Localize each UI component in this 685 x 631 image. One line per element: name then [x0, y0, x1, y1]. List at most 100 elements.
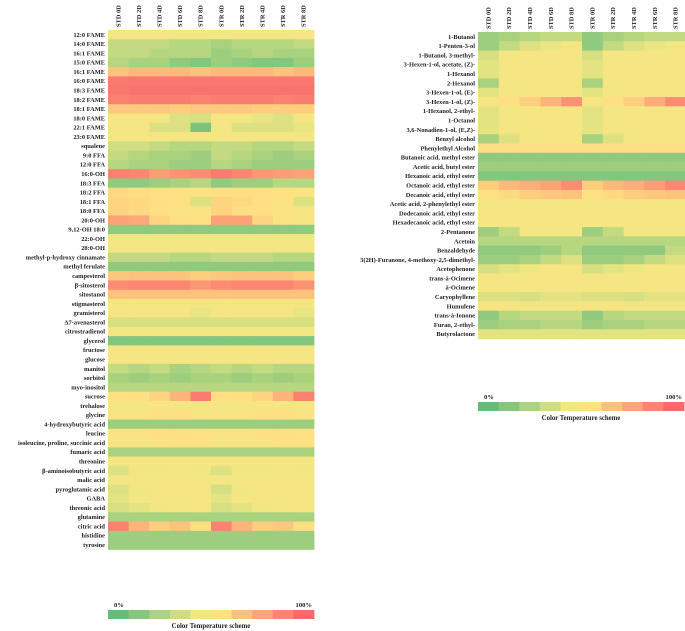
left-heatmap-cell — [211, 308, 232, 318]
left-heatmap-cell — [149, 354, 171, 365]
left-heatmap-cell — [190, 252, 212, 263]
left-heatmap-cell — [272, 298, 294, 309]
left-heatmap-cell — [211, 401, 232, 411]
right-heatmap-cell — [623, 78, 645, 89]
left-heatmap-cell — [231, 438, 253, 448]
right-legend-swatch — [519, 402, 541, 411]
right-heatmap-cell — [478, 106, 500, 117]
left-heatmap-cell — [190, 391, 212, 402]
left-heatmap-cell — [272, 308, 294, 318]
left-heatmap-cell — [190, 475, 212, 485]
left-heatmap-cell — [293, 39, 315, 49]
left-heatmap-cell — [293, 503, 315, 513]
right-heatmap-cell — [561, 282, 583, 293]
left-heatmap-cell — [293, 261, 315, 272]
right-heatmap-cell — [478, 69, 500, 79]
left-heatmap-cell — [169, 280, 191, 291]
left-heatmap-cell — [231, 465, 253, 476]
right-heatmap-cell — [478, 227, 500, 237]
left-row-label-glycerol: glycerol — [83, 338, 105, 345]
left-heatmap-cell — [128, 308, 150, 318]
left-heatmap-cell — [211, 104, 232, 114]
right-heatmap-cell — [498, 41, 520, 51]
left-heatmap-cell — [231, 503, 253, 513]
right-heatmap-cell — [478, 97, 500, 107]
left-heatmap-cell — [108, 447, 129, 458]
left-heatmap-cell — [190, 30, 212, 40]
left-heatmap-cell — [169, 308, 191, 318]
left-heatmap-cell — [190, 271, 212, 281]
left-row-label-20-0-oh: 20:0-OH — [81, 217, 105, 224]
left-heatmap-cell — [211, 187, 232, 198]
right-heatmap-cell — [519, 171, 541, 182]
right-heatmap-cell — [582, 319, 604, 330]
left-heatmap-cell — [128, 215, 150, 226]
left-row-label-isoleucine-proline-succinic-acid: isoleucine, proline, succinic acid — [18, 440, 105, 447]
right-heatmap-cell — [644, 227, 666, 237]
right-column-header-std-2d: STD 2D — [506, 7, 513, 29]
left-heatmap-cell — [252, 261, 274, 272]
left-heatmap-cell — [293, 410, 315, 420]
left-heatmap-cell — [128, 85, 150, 96]
left-heatmap-cell — [231, 113, 253, 124]
left-row-label-pyroglutamic-acid: pyroglutamic acid — [56, 486, 106, 493]
left-heatmap-cell — [190, 512, 212, 522]
left-heatmap-cell — [231, 484, 253, 495]
left-heatmap-cell — [272, 540, 294, 550]
right-heatmap-cell — [540, 32, 562, 42]
right-heatmap-cell — [519, 217, 541, 228]
left-heatmap-cell — [211, 67, 232, 77]
right-heatmap-cell — [540, 254, 562, 265]
right-heatmap-cell — [498, 106, 520, 117]
left-heatmap-cell — [128, 57, 150, 68]
left-heatmap-cell — [169, 85, 191, 96]
left-heatmap-cell — [231, 39, 253, 49]
right-heatmap-cell — [519, 180, 541, 191]
left-heatmap-cell — [211, 215, 232, 226]
left-heatmap-cell — [169, 141, 191, 151]
left-row-label-14-0-fame: 14:0 FAME — [73, 41, 105, 48]
right-heatmap-cell — [623, 106, 645, 117]
left-heatmap-cell — [190, 196, 212, 207]
right-heatmap-cell — [561, 329, 583, 339]
right-heatmap-cell — [478, 217, 500, 228]
left-heatmap-cell — [108, 169, 129, 179]
left-heatmap-cell — [272, 438, 294, 448]
left-heatmap-cell — [272, 150, 294, 161]
left-heatmap-cell — [272, 456, 294, 467]
left-heatmap-cell — [149, 530, 171, 541]
left-heatmap: STD 0D STD 2D STD 4D STD 6D STD 8D STR 0D STR … — [18, 5, 315, 550]
left-heatmap-cell — [231, 530, 253, 541]
left-heatmap-cell — [252, 30, 274, 40]
right-heatmap-cell — [498, 236, 520, 247]
left-heatmap-cell — [128, 326, 150, 337]
left-heatmap-cell — [169, 122, 191, 133]
left-heatmap-cell — [149, 475, 171, 485]
right-heatmap-cell — [582, 59, 604, 70]
right-heatmap-cell — [498, 78, 520, 89]
left-heatmap-cell — [272, 187, 294, 198]
left-heatmap-cell — [293, 401, 315, 411]
right-heatmap-cell — [540, 162, 562, 172]
left-heatmap-cell — [252, 141, 274, 151]
left-heatmap-cell — [231, 150, 253, 161]
left-legend-swatch — [169, 610, 191, 619]
left-heatmap-cell — [272, 521, 294, 532]
left-legend-max-label: 100% — [296, 602, 312, 609]
right-heatmap-cell — [665, 59, 685, 70]
right-heatmap-cell — [623, 189, 645, 200]
right-heatmap-cell — [478, 87, 500, 98]
left-heatmap-cell — [272, 30, 294, 40]
left-heatmap-cell — [252, 39, 274, 49]
left-heatmap-cell — [293, 345, 315, 356]
left-row-label-4-hydroxybutyric-acid: 4-hydroxybutyric acid — [44, 421, 105, 428]
left-heatmap-cell — [272, 76, 294, 87]
right-heatmap-cell — [644, 134, 666, 144]
left-heatmap-cell — [211, 159, 232, 170]
right-heatmap-cell — [644, 310, 666, 321]
right-heatmap-cell — [644, 41, 666, 51]
left-heatmap-cell — [169, 271, 191, 281]
left-heatmap-cell — [211, 30, 232, 40]
left-heatmap-cell — [231, 382, 253, 393]
left-row-label-threonic-acid: threonic acid — [69, 505, 105, 512]
